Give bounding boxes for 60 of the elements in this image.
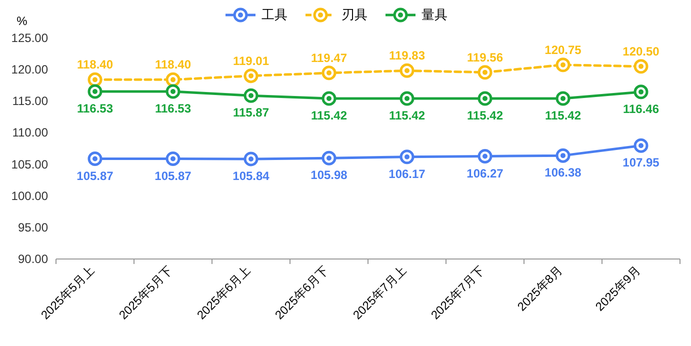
point (244, 68, 258, 84)
y-tick-label: 120.00 (11, 62, 48, 77)
y-tick-label: 105.00 (11, 157, 48, 172)
y-tick-label: 110.00 (12, 126, 48, 140)
data-label: 105.87 (76, 168, 114, 183)
data-label: 105.84 (232, 168, 270, 183)
data-label: 118.40 (154, 58, 192, 72)
point (478, 149, 492, 164)
point (478, 65, 492, 80)
point (478, 91, 492, 106)
point (88, 152, 102, 166)
data-label: 119.01 (232, 54, 270, 68)
y-tick-label: 115.00 (12, 94, 48, 108)
point (244, 152, 258, 166)
legend-label: 量具 (422, 7, 448, 22)
point (556, 91, 570, 106)
point (634, 138, 648, 153)
data-label: 107.95 (622, 156, 660, 170)
point (166, 84, 180, 99)
point (634, 59, 648, 74)
data-label: 115.42 (544, 108, 582, 122)
data-label: 106.17 (388, 166, 426, 181)
y-tick-label: 125.00 (11, 31, 48, 45)
data-label: 106.38 (544, 166, 582, 180)
y-tick-label: 90.00 (18, 252, 48, 266)
point (400, 150, 414, 164)
y-axis-title: % (16, 14, 28, 28)
data-label: 118.40 (76, 58, 114, 72)
data-label: 116.53 (154, 101, 192, 116)
point (166, 152, 180, 166)
legend-label: 工具 (262, 7, 288, 22)
y-tick-label: 100.00 (11, 188, 48, 203)
data-label: 115.42 (310, 108, 348, 122)
point (88, 72, 102, 87)
data-label: 106.27 (466, 166, 504, 180)
data-label: 115.87 (232, 106, 270, 120)
point (634, 84, 648, 100)
data-label: 120.50 (622, 44, 660, 58)
data-label: 115.42 (466, 108, 504, 122)
point (400, 91, 414, 106)
data-label: 105.87 (154, 168, 192, 183)
y-tick-label: 95.00 (18, 220, 48, 234)
data-label: 115.42 (388, 108, 426, 122)
data-label: 105.98 (310, 168, 348, 182)
data-label: 116.53 (76, 101, 114, 116)
point (166, 72, 180, 87)
data-label: 120.75 (544, 42, 582, 57)
point (88, 84, 102, 99)
point (556, 58, 570, 72)
point (322, 66, 336, 80)
legend-label: 刃具 (342, 7, 368, 22)
data-label: 116.46 (622, 102, 660, 116)
point (244, 88, 258, 103)
point (556, 148, 570, 163)
point (322, 150, 336, 166)
point (400, 63, 414, 78)
data-label: 119.56 (466, 50, 504, 64)
data-label: 119.47 (310, 50, 348, 65)
data-label: 119.83 (388, 48, 426, 63)
point (322, 91, 336, 106)
